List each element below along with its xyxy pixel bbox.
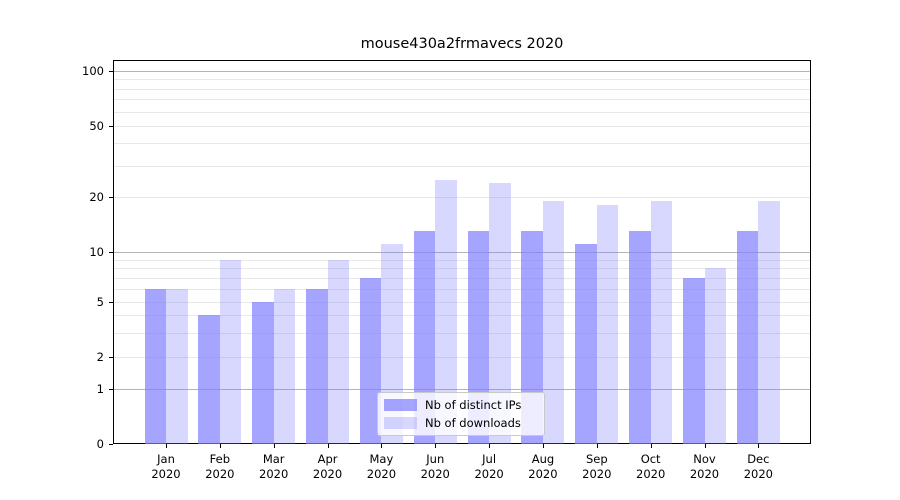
x-tick-mark-nov [704,444,706,448]
gridline-3 [114,332,810,334]
bar-downloads-jan [166,288,188,444]
bar-downloads-aug [542,201,565,444]
x-tick-label-nov: Nov 2020 [689,452,720,481]
legend-item-distinct-ips: Nb of distinct IPs [384,398,538,412]
gridline-4 [114,315,810,317]
bar-downloads-apr [327,259,350,444]
x-tick-label-jul: Jul 2020 [474,452,504,481]
bar-downloads-mar [273,288,296,444]
y-tick-mark-100 [109,71,113,72]
bar-downloads-oct [650,201,673,444]
bar-downloads-dec [758,201,780,444]
y-tick-mark-10 [109,252,113,253]
x-tick-label-jan: Jan 2020 [151,452,181,481]
y-tick-mark-5 [109,302,113,303]
bar-distinct-ips-jul [467,231,490,444]
bar-downloads-sep [596,205,619,444]
y-tick-mark-50 [109,126,113,127]
y-tick-label-20: 20 [89,190,104,204]
legend-swatch-downloads [384,417,417,429]
x-tick-mark-sep [596,444,598,448]
gridline-8 [114,268,810,270]
gridline-100 [114,71,810,72]
bar-distinct-ips-jan [144,288,166,444]
gridline-9 [114,259,810,261]
x-tick-mark-mar [273,444,275,448]
x-tick-label-feb: Feb 2020 [205,452,235,481]
legend-item-downloads: Nb of downloads [384,416,538,430]
x-tick-mark-jan [166,444,167,448]
gridline-5 [114,302,810,303]
gridline-2 [114,357,810,358]
gridline-6 [114,288,810,290]
bar-distinct-ips-feb [198,315,220,444]
x-tick-mark-may [381,444,383,448]
bar-downloads-nov [704,268,726,444]
bar-distinct-ips-apr [306,288,328,444]
x-tick-label-apr: Apr 2020 [312,452,343,481]
x-tick-label-may: May 2020 [366,452,397,481]
bar-distinct-ips-nov [683,277,705,444]
gridline-7 [114,277,810,279]
gridline-30 [114,165,810,167]
x-tick-label-dec: Dec 2020 [743,452,773,481]
y-tick-mark-2 [109,357,113,358]
y-tick-mark-0 [109,444,113,445]
y-tick-label-0: 0 [96,437,104,451]
legend-label-downloads: Nb of downloads [425,416,521,430]
y-tick-label-100: 100 [82,64,104,78]
gridline-40 [114,143,810,145]
gridline-20 [114,197,810,198]
bar-distinct-ips-aug [521,231,543,444]
gridline-50 [114,126,810,127]
x-tick-label-oct: Oct 2020 [636,452,666,481]
bar-downloads-jun [435,179,457,444]
legend-label-ips: Nb of distinct IPs [425,398,522,412]
y-tick-label-5: 5 [96,295,104,309]
x-tick-label-aug: Aug 2020 [528,452,558,481]
bar-distinct-ips-mar [252,302,274,444]
gridline-90 [114,79,810,81]
chart-title: mouse430a2frmavecs 2020 [360,36,564,52]
x-tick-label-mar: Mar 2020 [259,452,289,481]
y-tick-label-50: 50 [89,119,104,133]
gridline-70 [114,99,810,101]
y-tick-mark-20 [109,197,113,198]
x-tick-mark-oct [650,444,652,448]
gridline-60 [114,111,810,113]
y-tick-label-2: 2 [96,350,104,364]
x-tick-mark-jun [435,444,437,448]
bar-downloads-feb [219,259,242,444]
bar-distinct-ips-may [359,277,382,444]
legend: Nb of distinct IPs Nb of downloads [377,392,545,436]
x-tick-mark-apr [327,444,329,448]
bar-downloads-jul [489,182,511,444]
gridline-10 [114,252,810,253]
legend-swatch-ips [384,399,417,411]
bar-distinct-ips-dec [736,231,759,444]
bar-distinct-ips-sep [575,244,597,444]
x-tick-mark-aug [542,444,544,448]
x-tick-label-sep: Sep 2020 [582,452,612,481]
y-tick-label-1: 1 [96,382,104,396]
bar-distinct-ips-jun [413,231,436,444]
y-tick-label-10: 10 [89,245,104,259]
gridline-80 [114,88,810,90]
gridline-1 [114,389,810,390]
bar-distinct-ips-oct [629,231,651,444]
x-tick-mark-dec [758,444,760,448]
y-tick-mark-1 [109,389,113,390]
plot-area [113,60,811,444]
x-tick-mark-feb [219,444,221,448]
x-tick-label-jun: Jun 2020 [420,452,450,481]
x-tick-mark-jul [489,444,491,448]
